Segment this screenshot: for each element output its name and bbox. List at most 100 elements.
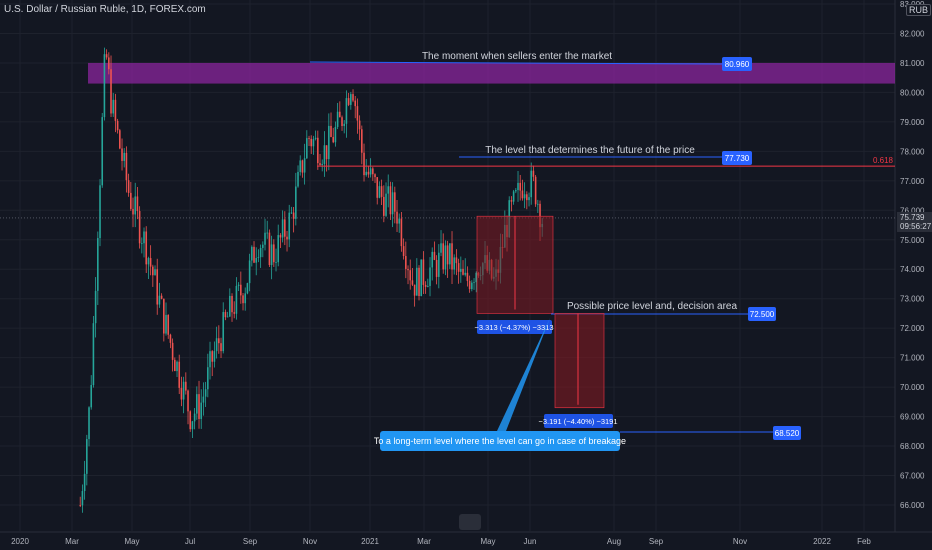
candle-body — [204, 389, 207, 397]
decision-price-badge — [748, 307, 776, 321]
key-price-badge — [722, 151, 752, 165]
candle-body — [325, 145, 328, 160]
candle-body — [411, 280, 414, 285]
y-tick-label: 82.000 — [900, 29, 925, 38]
candle-body — [218, 338, 220, 344]
candle-body — [264, 232, 266, 245]
candle-body — [363, 152, 365, 176]
candle-body — [158, 295, 161, 305]
candle-body — [369, 168, 372, 175]
callout-pointer — [497, 318, 550, 431]
candle-body — [539, 203, 541, 228]
candle-body — [152, 266, 154, 276]
candle-body — [224, 312, 227, 318]
short-label-2-bg — [544, 414, 613, 428]
candle-body — [378, 186, 381, 198]
y-tick-label: 77.000 — [900, 177, 925, 186]
candle-body — [180, 387, 183, 400]
candle-body — [83, 473, 86, 492]
candle-body — [407, 268, 409, 271]
candle-body — [202, 396, 205, 403]
candle-body — [464, 272, 467, 275]
candle-body — [189, 411, 192, 430]
candle-body — [530, 170, 533, 198]
candle-body — [94, 290, 97, 324]
currency-badge[interactable]: RUB — [906, 4, 932, 16]
candle-body — [209, 351, 211, 368]
candle-body — [116, 120, 119, 131]
x-tick-label: 2022 — [813, 537, 831, 546]
y-tick-label: 73.000 — [900, 295, 925, 304]
candle-body — [163, 298, 165, 334]
candle-body — [187, 390, 189, 412]
candle-body — [235, 285, 238, 314]
candle-body — [149, 258, 152, 267]
x-tick-label: Sep — [243, 537, 258, 546]
y-tick-label: 71.000 — [900, 354, 925, 363]
candle-body — [286, 236, 288, 240]
callout-box[interactable] — [380, 431, 620, 451]
candle-body — [358, 120, 361, 130]
candle-body — [336, 111, 339, 127]
candle-body — [526, 194, 528, 201]
candle-body — [350, 94, 352, 105]
candle-body — [167, 314, 170, 335]
fib-label: 0.618 — [873, 156, 894, 165]
candle-body — [114, 99, 117, 121]
x-tick-label: Sep — [649, 537, 664, 546]
candle-body — [220, 343, 222, 352]
candle-body — [330, 125, 332, 137]
candle-body — [284, 219, 286, 237]
candle-body — [198, 394, 200, 419]
last-price-badge — [897, 211, 932, 232]
candle-body — [251, 246, 253, 261]
candle-body — [385, 193, 387, 216]
candle-body — [444, 245, 447, 270]
sellers-trend-line[interactable] — [309, 61, 723, 65]
y-tick-label: 80.000 — [900, 88, 925, 97]
candle-body — [424, 284, 427, 287]
x-tick-label: 2021 — [361, 537, 379, 546]
candle-body — [537, 203, 539, 205]
candle-body — [374, 174, 376, 178]
candle-body — [176, 361, 178, 372]
x-tick-label: Nov — [733, 537, 747, 546]
x-tick-label: Mar — [65, 537, 79, 546]
candle-body — [169, 334, 172, 343]
candle-body — [301, 160, 304, 173]
x-tick-label: Jul — [185, 537, 195, 546]
candle-body — [226, 316, 229, 318]
candle-body — [328, 125, 330, 160]
candle-body — [451, 243, 453, 270]
candle-body — [165, 314, 167, 334]
candle-body — [460, 268, 462, 272]
candle-body — [339, 111, 341, 118]
candle-body — [433, 251, 436, 260]
candle-body — [125, 152, 128, 181]
candle-body — [440, 243, 442, 253]
candle-body — [431, 251, 434, 268]
candle-body — [279, 235, 282, 238]
candle-body — [396, 211, 398, 224]
sellers-zone[interactable] — [88, 62, 895, 84]
candle-body — [323, 145, 326, 164]
candle-body — [457, 263, 460, 272]
candle-body — [130, 192, 132, 209]
candle-body — [229, 295, 231, 317]
candle-body — [248, 260, 251, 284]
candle-body — [147, 258, 150, 265]
decision-price-label: 72.500 — [750, 310, 775, 319]
candle-body — [354, 100, 357, 107]
x-tick-label: Mar — [417, 537, 431, 546]
candle-body — [449, 243, 451, 265]
candle-body — [101, 117, 104, 186]
short-box-2[interactable] — [554, 313, 605, 409]
candle-body — [471, 282, 473, 290]
candle-body — [429, 267, 431, 286]
candle-body — [121, 148, 123, 161]
y-tick-label: 70.000 — [900, 383, 925, 392]
candle-body — [262, 244, 264, 248]
x-tick-label: May — [124, 537, 139, 546]
